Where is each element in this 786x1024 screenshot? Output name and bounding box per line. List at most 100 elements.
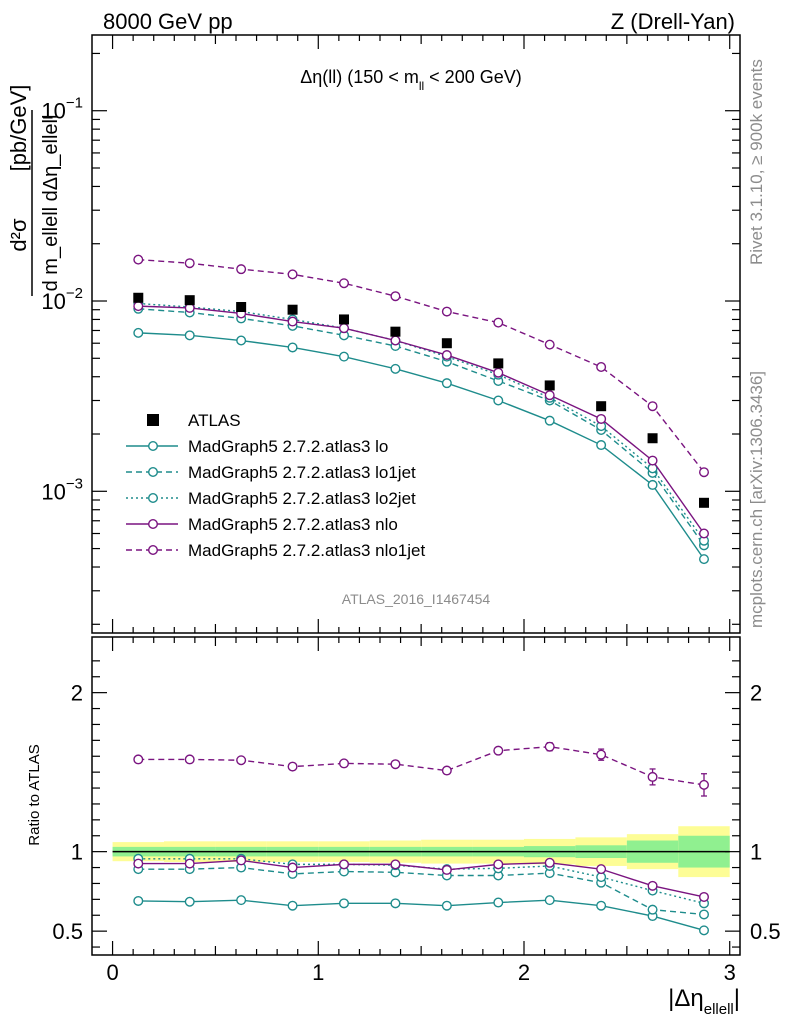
main-atlas-point	[493, 358, 504, 369]
main-point-lo	[287, 342, 298, 353]
y-tick-label-ratio-right: 2	[750, 681, 762, 706]
main-point-lo	[544, 415, 555, 426]
x-tick-label: 3	[724, 960, 736, 985]
ratio-point-lo1jet	[647, 904, 658, 915]
main-point-nlo	[493, 367, 504, 378]
analysis-id: ATLAS_2016_I1467454	[342, 591, 491, 607]
y-tick-label-main: 10−2	[41, 285, 83, 314]
legend-entry-lo2jet: MadGraph5 2.7.2.atlas3 lo2jet	[126, 489, 416, 508]
ratio-point-lo	[544, 895, 555, 906]
legend-entry-lo: MadGraph5 2.7.2.atlas3 lo	[126, 437, 388, 456]
main-point-nlo	[544, 390, 555, 401]
main-atlas-point	[544, 380, 555, 391]
main-point-lo	[441, 378, 452, 389]
main-point-nlo1jet	[184, 258, 195, 269]
legend-label-lo1jet: MadGraph5 2.7.2.atlas3 lo1jet	[188, 463, 416, 482]
ratio-point-nlo1jet	[390, 759, 401, 770]
legend-label-lo: MadGraph5 2.7.2.atlas3 lo	[188, 437, 388, 456]
main-atlas-point	[390, 326, 401, 337]
ratio-line-lo	[138, 899, 705, 932]
ratio-point-nlo	[596, 864, 607, 875]
main-point-nlo1jet	[236, 264, 247, 275]
ratio-axis-label: Ratio to ATLAS	[26, 744, 43, 845]
legend-marker-lo	[147, 441, 158, 452]
legend-label-nlo1jet: MadGraph5 2.7.2.atlas3 nlo1jet	[188, 541, 425, 560]
legend-entry-lo1jet: MadGraph5 2.7.2.atlas3 lo1jet	[126, 463, 416, 482]
ratio-point-nlo	[441, 864, 452, 875]
main-point-nlo	[133, 301, 144, 312]
ratio-point-lo	[596, 900, 607, 911]
main-point-lo	[339, 351, 350, 362]
y-tick-label-ratio-right: 1	[750, 840, 762, 865]
main-point-lo	[493, 395, 504, 406]
main-atlas-point	[596, 401, 607, 412]
main-point-nlo	[339, 323, 350, 334]
main-point-lo	[236, 335, 247, 346]
main-point-nlo1jet	[287, 269, 298, 280]
main-point-nlo	[647, 455, 658, 466]
main-line-nlo	[138, 305, 705, 534]
main-atlas-point	[699, 497, 709, 508]
ratio-point-lo	[339, 898, 350, 909]
main-atlas-point	[287, 304, 298, 315]
main-point-nlo	[441, 350, 452, 361]
x-tick-label: 0	[106, 960, 118, 985]
ratio-point-nlo1jet	[236, 755, 247, 766]
ratio-point-lo	[287, 900, 298, 911]
ratio-point-nlo	[339, 859, 350, 870]
main-line-lo	[138, 332, 705, 560]
ratio-point-nlo	[493, 859, 504, 870]
ratio-point-nlo	[133, 858, 144, 869]
ratio-point-nlo1jet	[287, 761, 298, 772]
main-title: Δη(ll) (150 < mll < 200 GeV)	[300, 67, 521, 93]
ratio-line-lo1jet	[138, 866, 705, 916]
main-point-lo	[133, 327, 144, 338]
ratio-point-nlo1jet	[339, 758, 350, 769]
main-point-nlo	[287, 316, 298, 327]
ratio-point-nlo	[647, 880, 658, 891]
main-point-nlo1jet	[596, 361, 607, 372]
ratio-point-nlo	[184, 858, 195, 869]
ratio-panel-frame	[91, 636, 741, 956]
main-point-lo	[596, 440, 607, 451]
ratio-point-nlo1jet	[544, 741, 555, 752]
main-atlas-point	[236, 302, 247, 313]
main-point-nlo1jet	[133, 254, 144, 265]
legend-entry-nlo1jet: MadGraph5 2.7.2.atlas3 nlo1jet	[126, 541, 425, 560]
legend-marker-nlo	[147, 519, 158, 530]
y-axis-numerator: d²σ	[6, 218, 31, 252]
main-point-nlo1jet	[339, 278, 350, 289]
main-point-nlo1jet	[493, 317, 504, 328]
ratio-point-lo	[236, 895, 247, 906]
main-point-lo	[699, 554, 710, 565]
mcplots-label: mcplots.cern.ch [arXiv:1306.3436]	[747, 371, 766, 628]
legend-marker-atlas	[147, 414, 159, 426]
main-point-nlo	[390, 335, 401, 346]
main-line-lo1jet	[138, 308, 705, 546]
ratio-point-nlo	[287, 862, 298, 873]
ratio-point-nlo1jet	[647, 771, 658, 782]
legend-marker-nlo1jet	[147, 545, 158, 556]
ratio-point-nlo1jet	[493, 745, 504, 756]
y-tick-label-ratio: 0.5	[52, 919, 83, 944]
header-left: 8000 GeV pp	[103, 9, 233, 34]
ratio-point-lo	[390, 898, 401, 909]
ratio-point-nlo	[390, 859, 401, 870]
y-axis-denominator: d m_ellell dΔη_ellell	[40, 115, 62, 292]
ratio-point-nlo1jet	[441, 765, 452, 776]
main-line-nlo1jet	[138, 258, 705, 473]
header-right: Z (Drell-Yan)	[611, 9, 735, 34]
ratio-point-lo	[699, 925, 710, 936]
y-tick-label-ratio: 2	[71, 681, 83, 706]
ratio-point-lo	[184, 896, 195, 907]
legend-entry-atlas: ATLAS	[147, 411, 241, 430]
main-point-nlo	[596, 413, 607, 424]
ratio-point-nlo1jet	[133, 754, 144, 765]
y-tick-label-main: 10−1	[41, 95, 83, 124]
legend-label-atlas: ATLAS	[188, 411, 241, 430]
ratio-point-nlo	[699, 891, 710, 902]
y-tick-label-main: 10−3	[41, 475, 83, 504]
ratio-point-nlo1jet	[596, 749, 607, 760]
legend-marker-lo1jet	[147, 467, 158, 478]
